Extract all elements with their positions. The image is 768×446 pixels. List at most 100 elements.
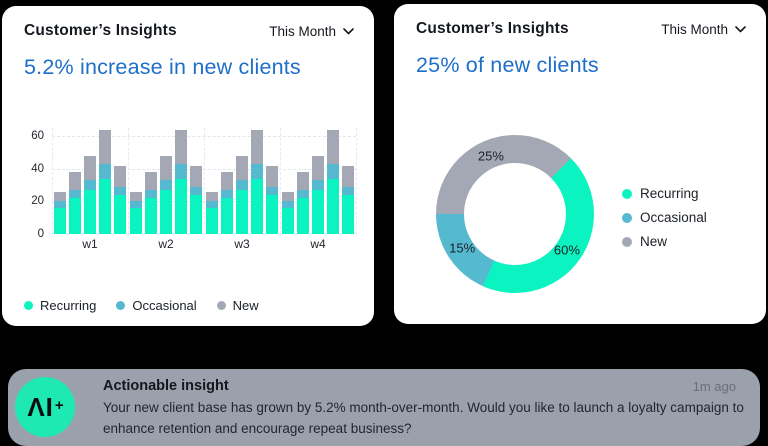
period-selector[interactable]: This Month: [661, 22, 746, 37]
bar-plot: [52, 128, 357, 234]
legend-dot-icon: [24, 301, 33, 310]
bar: [281, 191, 294, 234]
bar: [129, 191, 142, 234]
bar-segment: [144, 172, 157, 190]
bar-segment: [342, 194, 355, 234]
bar-y-axis: 0 20 40 60: [24, 128, 44, 240]
bar-segment: [114, 194, 127, 234]
y-tick-label: 60: [31, 130, 44, 143]
bar-segment: [129, 191, 142, 202]
banner-timestamp: 1m ago: [692, 379, 736, 394]
legend-label: Occasional: [132, 298, 197, 313]
period-selector[interactable]: This Month: [269, 24, 354, 39]
bar-segment: [281, 201, 294, 208]
bar-segment: [220, 189, 233, 199]
donut-legend: Recurring Occasional New: [622, 186, 707, 249]
gridline: [52, 128, 53, 234]
legend-dot-icon: [622, 212, 632, 223]
bar-x-axis: w1 w2 w3 w4: [52, 237, 356, 253]
bar: [342, 165, 355, 234]
bar-insights-card: Customer’s Insights This Month 5.2% incr…: [2, 6, 374, 326]
card-title: Customer’s Insights: [416, 20, 569, 37]
insight-banner: ΛI + Actionable insight Your new client b…: [8, 369, 760, 446]
card-header: Customer’s Insights This Month: [2, 6, 374, 40]
x-tick-label: w1: [82, 237, 98, 251]
bar-segment: [312, 155, 324, 181]
donut-insights-card: Customer’s Insights This Month 25% of ne…: [394, 4, 766, 324]
bar: [251, 129, 264, 234]
bar-segment: [236, 189, 248, 234]
legend-label: Occasional: [640, 210, 707, 225]
bar: [205, 191, 218, 234]
bar: [312, 155, 324, 234]
legend-label: New: [640, 234, 668, 249]
bar-segment: [99, 129, 112, 164]
gridline: [280, 128, 281, 234]
legend-item: Recurring: [622, 186, 707, 201]
bar-segment: [53, 207, 66, 234]
bar-segment: [327, 178, 340, 234]
bar-segment: [312, 180, 324, 190]
y-tick-label: 40: [31, 162, 44, 175]
donut-label: 25%: [477, 148, 504, 164]
bar-segment: [281, 207, 294, 234]
bar: [220, 172, 233, 234]
bar-segment: [205, 191, 218, 202]
bar-chart: 0 20 40 60 w1 w2 w3 w4: [24, 128, 357, 266]
bar-segment: [84, 180, 96, 190]
bar-legend: Recurring Occasional New: [24, 298, 259, 313]
x-tick-label: w3: [234, 237, 250, 251]
bar-segment: [205, 207, 218, 234]
bar: [68, 172, 81, 234]
chevron-down-icon: [735, 25, 746, 32]
legend-item: New: [216, 298, 259, 313]
bar: [266, 165, 279, 234]
bar: [53, 191, 66, 234]
legend-dot-icon: [216, 301, 226, 310]
bar-segment: [251, 129, 264, 164]
bar-segment: [129, 201, 142, 208]
bar: [236, 155, 248, 234]
banner-body: Your new client base has grown by 5.2% m…: [103, 400, 744, 436]
bar-segment: [266, 165, 279, 187]
bar-segment: [220, 198, 233, 234]
bar: [144, 172, 157, 234]
legend-item: Recurring: [24, 298, 96, 313]
bar-segment: [160, 180, 172, 190]
y-tick-label: 20: [31, 195, 44, 208]
bar: [327, 129, 340, 234]
legend-dot-icon: [622, 236, 632, 247]
card-header: Customer’s Insights This Month: [394, 4, 766, 38]
period-label: This Month: [269, 23, 336, 39]
banner-title: Actionable insight: [103, 378, 229, 394]
bar-segment: [236, 155, 248, 181]
donut-hole: [464, 163, 566, 265]
bar-segment: [175, 129, 188, 164]
bar-segment: [281, 191, 294, 202]
bar-segment: [114, 186, 127, 195]
bar-segment: [160, 189, 172, 234]
bar: [114, 165, 127, 234]
bar-segment: [327, 129, 340, 164]
y-tick-label: 0: [37, 228, 44, 240]
bar-segment: [144, 198, 157, 234]
bar-segment: [312, 189, 324, 234]
bar-segment: [251, 163, 264, 179]
bar-segment: [190, 194, 203, 234]
gridline: [204, 128, 205, 234]
bar-segment: [84, 189, 96, 234]
donut-label: 15%: [449, 240, 476, 256]
donut-ring: [436, 135, 594, 293]
bar: [190, 165, 203, 234]
bar-segment: [68, 198, 81, 234]
bar-segment: [99, 163, 112, 179]
bar-segment: [53, 191, 66, 202]
card-title: Customer’s Insights: [24, 22, 177, 39]
bar-segment: [68, 172, 81, 190]
bar: [84, 155, 96, 234]
bar-segment: [342, 165, 355, 187]
bar-segment: [296, 198, 309, 234]
legend-dot-icon: [116, 301, 126, 310]
bar-segment: [53, 201, 66, 208]
